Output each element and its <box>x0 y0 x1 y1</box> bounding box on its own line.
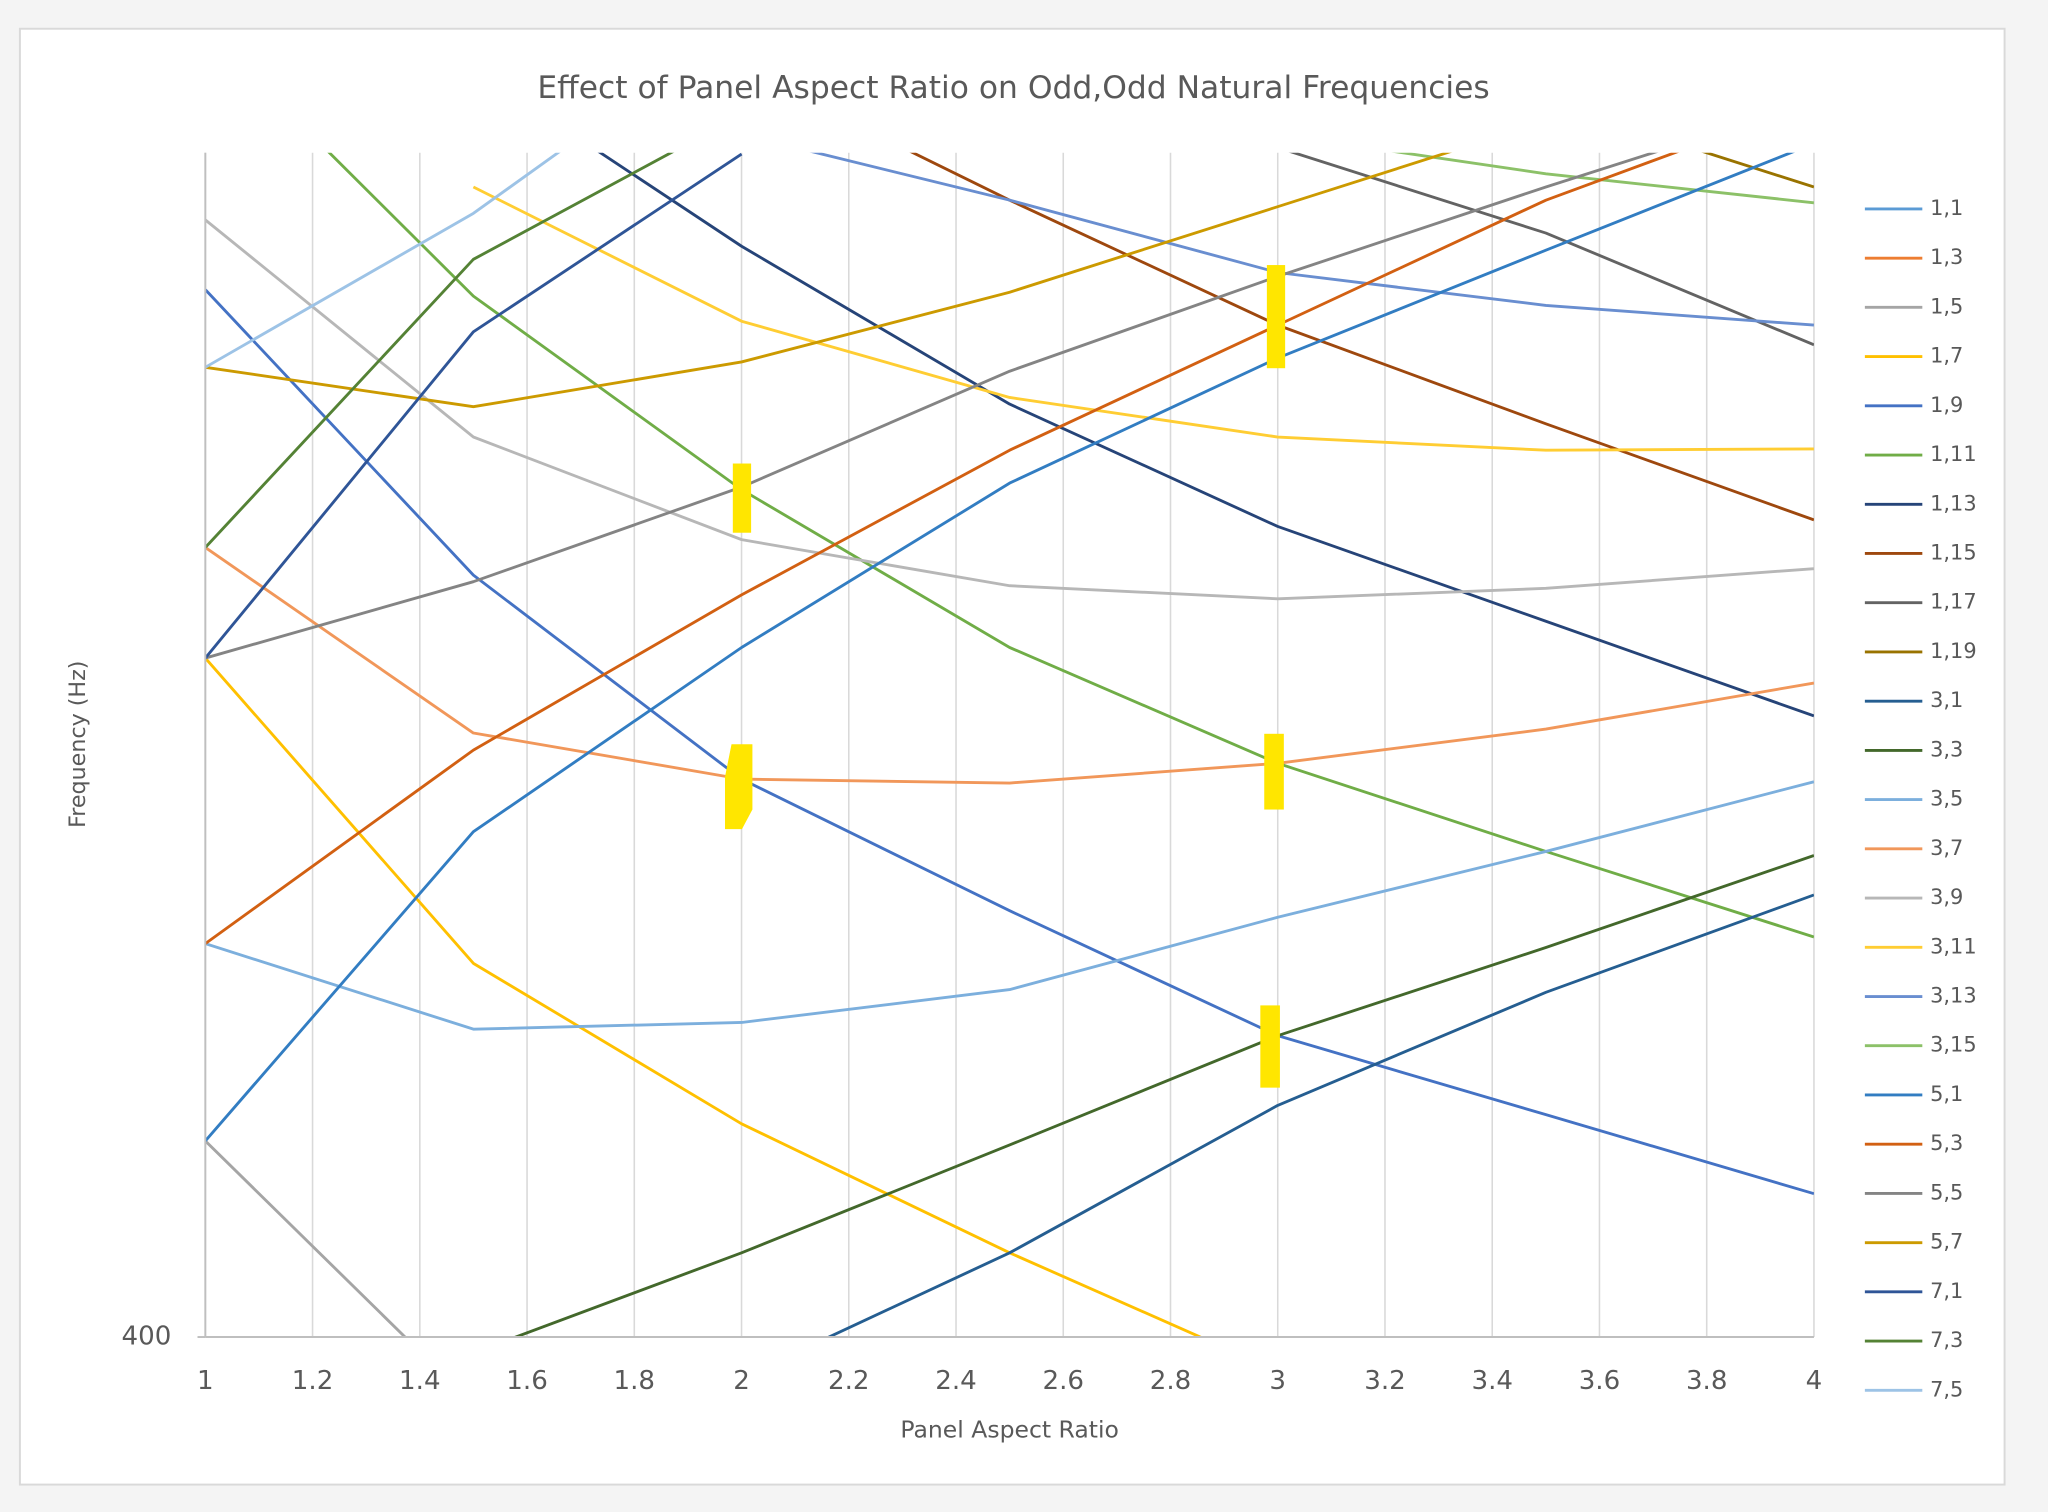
legend-label: 3,9 <box>1930 885 1963 909</box>
legend-label: 3,11 <box>1930 934 1976 958</box>
legend-label: 1,5 <box>1930 294 1963 318</box>
series-line <box>1289 152 1814 347</box>
series-line <box>825 893 1814 1338</box>
x-axis-label: Panel Aspect Ratio <box>900 1416 1119 1444</box>
x-tick-label: 1 <box>197 1366 214 1396</box>
highlight <box>1266 265 1286 369</box>
series-line <box>205 152 561 369</box>
x-tick-label: 2.2 <box>828 1366 870 1396</box>
series-line <box>1393 152 1814 205</box>
legend-label: 3,1 <box>1930 688 1963 712</box>
highlight <box>1264 733 1284 810</box>
legend-label: 1,7 <box>1930 344 1963 368</box>
legend-label: 7,3 <box>1930 1328 1963 1352</box>
series-line <box>205 152 1452 409</box>
x-tick-label: 2.4 <box>935 1366 977 1396</box>
y-axis-label: Frequency (Hz) <box>65 661 91 828</box>
highlight <box>1260 1005 1280 1088</box>
series-line <box>472 185 1814 452</box>
legend-label: 1,1 <box>1930 196 1963 220</box>
legend-label: 3,3 <box>1930 737 1963 761</box>
x-tick-label: 2.6 <box>1042 1366 1084 1396</box>
series-line <box>1701 152 1814 189</box>
legend-label: 3,7 <box>1930 836 1963 860</box>
legend-label: 5,3 <box>1930 1131 1963 1155</box>
x-tick-label: 2 <box>733 1366 750 1396</box>
chart-area <box>18 27 2006 1486</box>
x-tick-label: 1.4 <box>399 1366 441 1396</box>
series-line <box>205 152 674 549</box>
highlight <box>732 463 752 533</box>
series-line <box>205 546 1814 785</box>
legend-label: 3,15 <box>1930 1033 1976 1057</box>
legend-label: 5,5 <box>1930 1180 1963 1204</box>
highlights <box>724 265 1286 1088</box>
legend-label: 1,17 <box>1930 590 1976 614</box>
plot-lines <box>205 152 1814 1338</box>
y-tick-label: 400 <box>122 1322 172 1352</box>
series-line <box>205 218 1814 601</box>
series-line <box>205 152 1658 660</box>
x-tick-label: 4 <box>1806 1366 1823 1396</box>
legend-label: 3,13 <box>1930 984 1976 1008</box>
series-line <box>205 152 743 659</box>
series-line <box>597 152 1814 718</box>
series-line <box>205 288 1814 1196</box>
legend-label: 1,13 <box>1930 491 1976 515</box>
series-line <box>205 657 1204 1338</box>
legend-label: 1,9 <box>1930 393 1963 417</box>
x-tick-label: 3.4 <box>1471 1366 1513 1396</box>
x-tick-label: 1.6 <box>506 1366 548 1396</box>
legend-label: 7,1 <box>1930 1279 1963 1303</box>
legend-label: 5,1 <box>1930 1082 1963 1106</box>
series-line <box>205 1139 408 1338</box>
x-tick-label: 3.6 <box>1579 1366 1621 1396</box>
x-tick-label: 1.8 <box>614 1366 656 1396</box>
x-tick-label: 3.8 <box>1686 1366 1728 1396</box>
legend-label: 1,11 <box>1930 442 1976 466</box>
series-line <box>511 854 1814 1338</box>
series-line <box>205 780 1814 1031</box>
legend-label: 1,19 <box>1930 639 1976 663</box>
series-line <box>205 152 1795 1142</box>
x-tick-label: 2.8 <box>1150 1366 1192 1396</box>
legend: 1,1 1,3 1,5 1,7 1,9 1,11 1,13 1,15 1,17 1,19 3,1 3,… <box>1864 196 1977 1401</box>
legend-label: 5,7 <box>1930 1230 1963 1254</box>
highlight <box>724 744 753 830</box>
series-line <box>205 152 1679 945</box>
x-tick-label: 3 <box>1269 1366 1286 1396</box>
legend-label: 7,5 <box>1930 1377 1963 1401</box>
x-tick-label: 1.2 <box>292 1366 334 1396</box>
x-tick-label: 3.2 <box>1364 1366 1406 1396</box>
chart-title: Effect of Panel Aspect Ratio on Odd,Odd … <box>537 70 1489 106</box>
legend-label: 1,3 <box>1930 245 1963 269</box>
legend-label: 1,15 <box>1930 540 1976 564</box>
legend-label: 3,5 <box>1930 787 1963 811</box>
